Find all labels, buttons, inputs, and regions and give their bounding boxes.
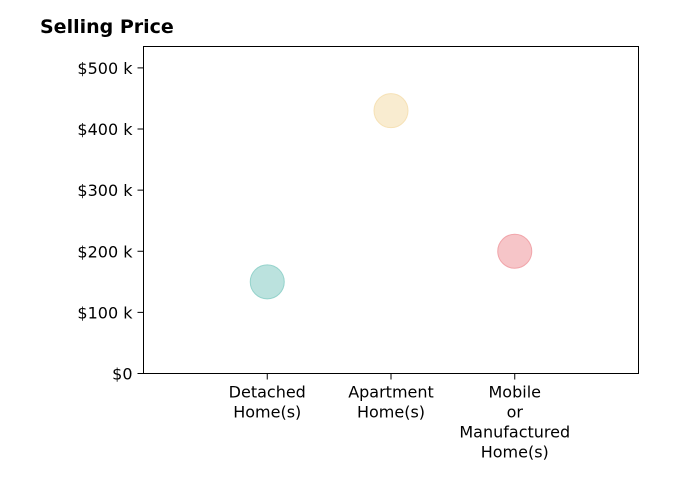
y-axis: $0 $100 k $200 k $300 k $400 k $500 k [77, 59, 144, 384]
y-tick-label: $300 k [77, 181, 133, 200]
data-point [249, 264, 285, 300]
x-axis: Detached Home(s) Apartment Home(s) Mobile or M… [229, 373, 570, 462]
y-tick-label: $500 k [77, 59, 133, 78]
y-tick-label: $100 k [77, 303, 133, 322]
chart-title: Selling Price [40, 16, 174, 38]
x-tick-label: Mobile or Manufactured Home(s) [459, 383, 570, 462]
data-point [373, 93, 409, 129]
y-tick-label: $0 [112, 365, 132, 384]
x-tick-label: Detached Home(s) [229, 383, 306, 422]
y-tick-label: $200 k [77, 242, 133, 261]
y-tick-label: $400 k [77, 120, 133, 139]
data-points [249, 93, 533, 300]
data-point [497, 233, 533, 269]
x-tick-label: Apartment Home(s) [348, 383, 434, 422]
